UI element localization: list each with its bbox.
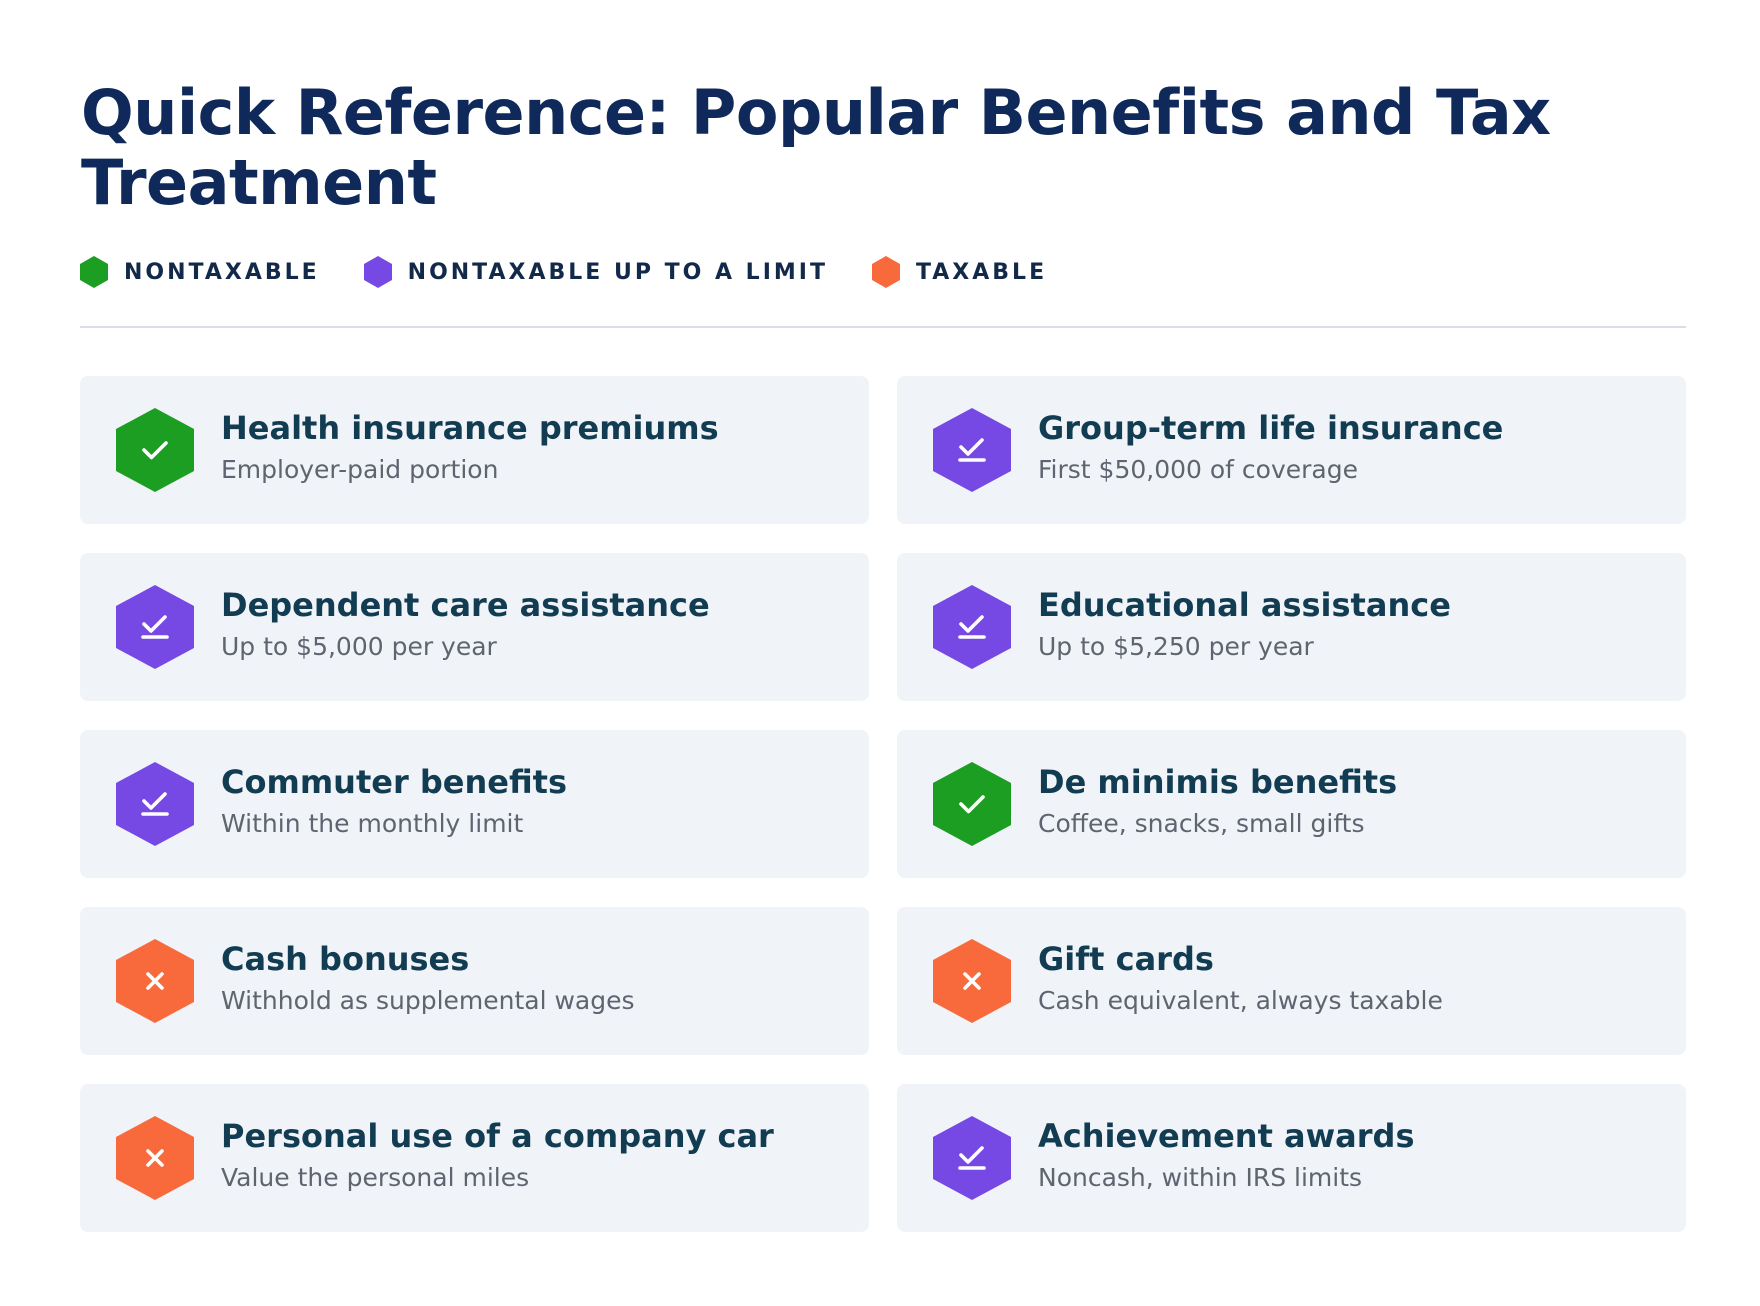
legend-item-taxable: TAXABLE	[871, 256, 1048, 288]
benefit-title: Group-term life insurance	[1038, 409, 1504, 447]
status-badge-icon	[933, 762, 1011, 846]
status-badge-icon	[116, 585, 194, 669]
benefit-subtitle: Noncash, within IRS limits	[1038, 1163, 1363, 1192]
check-limit-icon	[141, 792, 169, 816]
hexagon-icon	[871, 256, 900, 288]
benefit-card: Health insurance premiums Employer-paid …	[80, 376, 869, 524]
status-badge-icon	[116, 408, 194, 492]
check-limit-icon	[958, 615, 986, 639]
check-icon	[142, 441, 168, 460]
x-icon	[146, 1149, 164, 1167]
benefit-subtitle: Value the personal miles	[221, 1163, 530, 1192]
benefit-subtitle: Withhold as supplemental wages	[221, 986, 635, 1015]
benefit-subtitle: Within the monthly limit	[221, 809, 524, 838]
divider	[80, 326, 1686, 328]
benefit-card: Achievement awards Noncash, within IRS l…	[897, 1084, 1686, 1232]
benefit-card: Group-term life insurance First $50,000 …	[897, 376, 1686, 524]
page-title: Quick Reference: Popular Benefits and Ta…	[81, 76, 1551, 219]
status-badge-icon	[116, 762, 194, 846]
check-icon	[959, 795, 985, 814]
legend-label: NONTAXABLE	[124, 259, 320, 285]
benefit-subtitle: Cash equivalent, always taxable	[1038, 986, 1443, 1015]
hexagon-shape	[933, 762, 1011, 846]
benefits-grid: Health insurance premiums Employer-paid …	[80, 376, 1686, 1232]
benefit-subtitle: Coffee, snacks, small gifts	[1038, 809, 1365, 838]
x-icon	[963, 972, 981, 990]
check-limit-icon	[958, 1146, 986, 1170]
status-badge-icon	[116, 1116, 194, 1200]
benefit-subtitle: First $50,000 of coverage	[1038, 455, 1358, 484]
benefit-card: Personal use of a company car Value the …	[80, 1084, 869, 1232]
legend-label: TAXABLE	[915, 259, 1048, 285]
status-badge-icon	[933, 1116, 1011, 1200]
benefit-title: Dependent care assistance	[221, 586, 710, 624]
benefit-title: De minimis benefits	[1038, 763, 1398, 801]
check-limit-icon	[141, 615, 169, 639]
hexagon-shape	[116, 408, 194, 492]
hexagon-icon	[80, 256, 108, 288]
benefit-subtitle: Up to $5,250 per year	[1038, 632, 1314, 661]
x-icon	[146, 972, 164, 990]
benefit-card: Dependent care assistance Up to $5,000 p…	[80, 553, 869, 701]
benefit-card: Educational assistance Up to $5,250 per …	[897, 553, 1686, 701]
benefit-subtitle: Up to $5,000 per year	[221, 632, 497, 661]
benefit-subtitle: Employer-paid portion	[221, 455, 499, 484]
legend-label: NONTAXABLE UP TO A LIMIT	[407, 259, 828, 285]
status-badge-icon	[933, 408, 1011, 492]
benefit-title: Educational assistance	[1038, 586, 1451, 624]
benefit-card: Cash bonuses Withhold as supplemental wa…	[80, 907, 869, 1055]
status-badge-icon	[116, 939, 194, 1023]
benefit-title: Personal use of a company car	[221, 1117, 774, 1155]
benefit-title: Cash bonuses	[221, 940, 470, 978]
legend-item-limit: NONTAXABLE UP TO A LIMIT	[363, 256, 828, 288]
benefit-title: Health insurance premiums	[221, 409, 719, 447]
benefit-card: Gift cards Cash equivalent, always taxab…	[897, 907, 1686, 1055]
status-badge-icon	[933, 585, 1011, 669]
benefit-title: Commuter benefits	[221, 763, 568, 801]
legend: NONTAXABLE NONTAXABLE UP TO A LIMIT TAXA…	[80, 256, 1091, 288]
status-badge-icon	[933, 939, 1011, 1023]
benefit-card: De minimis benefits Coffee, snacks, smal…	[897, 730, 1686, 878]
benefit-title: Achievement awards	[1038, 1117, 1415, 1155]
benefit-title: Gift cards	[1038, 940, 1214, 978]
benefit-card: Commuter benefits Within the monthly lim…	[80, 730, 869, 878]
check-limit-icon	[958, 438, 986, 462]
legend-item-nontaxable: NONTAXABLE	[80, 256, 320, 288]
hexagon-icon	[363, 256, 392, 288]
